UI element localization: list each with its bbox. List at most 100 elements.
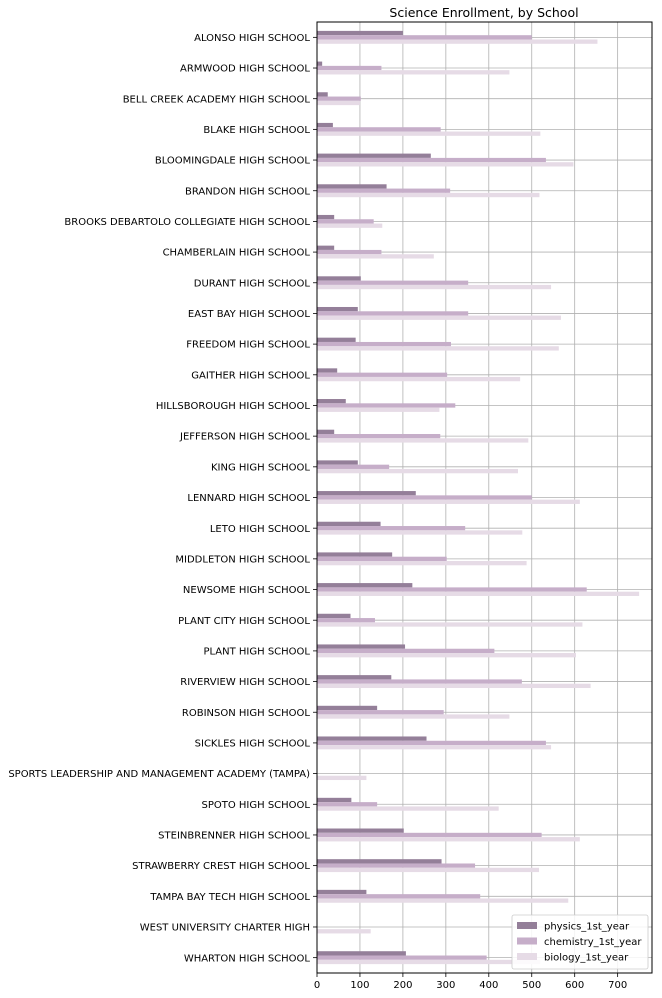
x-tick-label: 400: [479, 980, 498, 991]
bar-chemistry_1st_year: [317, 710, 444, 715]
bar-physics_1st_year: [317, 399, 346, 404]
category-label: EAST BAY HIGH SCHOOL: [188, 309, 311, 320]
bar-biology_1st_year: [317, 407, 440, 412]
legend-box: [511, 914, 649, 970]
bar-physics_1st_year: [317, 644, 406, 649]
x-tick-label: 100: [350, 980, 369, 991]
bar-chemistry_1st_year: [317, 679, 522, 684]
category-label: BLOOMINGDALE HIGH SCHOOL: [155, 156, 311, 167]
legend-label: physics_1st_year: [544, 922, 630, 933]
bar-chemistry_1st_year: [317, 556, 447, 562]
bar-biology_1st_year: [317, 100, 360, 106]
bar-chemistry_1st_year: [317, 96, 361, 101]
bar-biology_1st_year: [317, 70, 510, 75]
category-label: NEWSOME HIGH SCHOOL: [183, 585, 311, 596]
bar-physics_1st_year: [317, 245, 335, 250]
bar-chemistry_1st_year: [317, 341, 451, 347]
bar-biology_1st_year: [317, 591, 640, 596]
category-label: SPOTO HIGH SCHOOL: [202, 800, 311, 811]
bar-physics_1st_year: [317, 613, 351, 619]
bar-physics_1st_year: [317, 460, 358, 465]
bar-physics_1st_year: [317, 889, 367, 895]
bar-chemistry_1st_year: [317, 464, 390, 469]
x-tick-label: 200: [393, 980, 412, 991]
bar-biology_1st_year: [317, 192, 540, 198]
bar-biology_1st_year: [317, 223, 383, 228]
bar-chemistry_1st_year: [317, 65, 382, 71]
bar-physics_1st_year: [317, 705, 378, 711]
legend-swatch: [517, 922, 537, 929]
category-label: HILLSBOROUGH HIGH SCHOOL: [156, 401, 311, 412]
bar-chemistry_1st_year: [317, 495, 532, 500]
bar-chemistry_1st_year: [317, 127, 441, 132]
bar-chemistry_1st_year: [317, 35, 532, 40]
bar-physics_1st_year: [317, 153, 431, 158]
bar-physics_1st_year: [317, 368, 338, 373]
category-label: TAMPA BAY TECH HIGH SCHOOL: [149, 892, 310, 903]
bar-chemistry_1st_year: [317, 188, 451, 193]
bar-biology_1st_year: [317, 254, 434, 259]
y-tick-labels: ALONSO HIGH SCHOOL ARMWOOD HIGH SCHOOL BEL…: [8, 33, 317, 964]
bar-physics_1st_year: [317, 92, 328, 97]
bar-chemistry_1st_year: [317, 863, 476, 868]
bar-physics_1st_year: [317, 61, 323, 66]
bar-physics_1st_year: [317, 859, 442, 864]
bar-chemistry_1st_year: [317, 219, 374, 224]
category-label: WHARTON HIGH SCHOOL: [184, 953, 311, 964]
legend-label: biology_1st_year: [544, 953, 629, 964]
category-label: SPORTS LEADERSHIP AND MANAGEMENT ACADEMY…: [8, 769, 310, 780]
bar-physics_1st_year: [317, 491, 416, 496]
bar-chemistry_1st_year: [317, 157, 546, 163]
category-label: CHAMBERLAIN HIGH SCHOOL: [163, 248, 311, 259]
bar-physics_1st_year: [317, 828, 404, 833]
bar-physics_1st_year: [317, 214, 335, 220]
bar-biology_1st_year: [317, 775, 367, 781]
category-label: MIDDLETON HIGH SCHOOL: [175, 554, 310, 565]
legend-swatch: [517, 953, 537, 960]
bar-biology_1st_year: [317, 561, 527, 566]
bar-chemistry_1st_year: [317, 740, 546, 746]
bars: [317, 30, 640, 965]
category-label: BROOKS DEBARTOLO COLLEGIATE HIGH SCHOOL: [64, 217, 310, 228]
bar-chemistry_1st_year: [317, 587, 587, 592]
bar-biology_1st_year: [317, 683, 591, 689]
x-tick-label: 0: [314, 980, 320, 991]
bar-physics_1st_year: [317, 797, 352, 803]
bar-biology_1st_year: [317, 959, 541, 965]
category-label: STRAWBERRY CREST HIGH SCHOOL: [132, 861, 310, 872]
bar-chemistry_1st_year: [317, 249, 382, 255]
category-label: KING HIGH SCHOOL: [211, 462, 310, 473]
bar-biology_1st_year: [317, 284, 552, 290]
bar-physics_1st_year: [317, 429, 335, 434]
bar-chemistry_1st_year: [317, 403, 456, 408]
bar-biology_1st_year: [317, 162, 574, 167]
bar-chemistry_1st_year: [317, 832, 542, 838]
bar-biology_1st_year: [317, 530, 523, 535]
category-label: GAITHER HIGH SCHOOL: [191, 370, 310, 381]
plot-frame: [316, 21, 653, 974]
bar-biology_1st_year: [317, 499, 580, 504]
bar-physics_1st_year: [317, 306, 358, 312]
bar-chemistry_1st_year: [317, 618, 375, 623]
bar-biology_1st_year: [317, 929, 371, 934]
category-label: ARMWOOD HIGH SCHOOL: [180, 64, 310, 75]
bar-chemistry_1st_year: [317, 955, 487, 960]
bar-physics_1st_year: [317, 337, 356, 342]
bar-physics_1st_year: [317, 583, 413, 588]
bar-physics_1st_year: [317, 184, 387, 189]
bar-biology_1st_year: [317, 867, 540, 873]
bar-biology_1st_year: [317, 714, 510, 719]
bar-physics_1st_year: [317, 122, 333, 128]
bar-biology_1st_year: [317, 346, 559, 351]
x-tick-label: 500: [522, 980, 541, 991]
category-label: WEST UNIVERSITY CHARTER HIGH: [140, 923, 310, 934]
bar-chemistry_1st_year: [317, 311, 469, 316]
bar-chemistry_1st_year: [317, 802, 378, 807]
bar-chemistry_1st_year: [317, 372, 448, 377]
bar-biology_1st_year: [317, 315, 561, 320]
bar-physics_1st_year: [317, 276, 361, 281]
category-label: BELL CREEK ACADEMY HIGH SCHOOL: [123, 94, 311, 105]
bar-physics_1st_year: [317, 552, 393, 557]
bar-physics_1st_year: [317, 30, 403, 36]
